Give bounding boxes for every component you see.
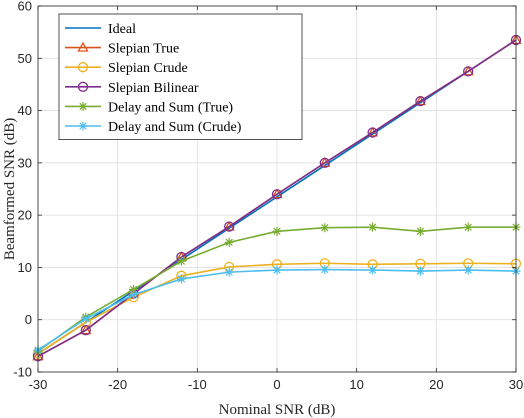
x-tick-label: 30 (509, 377, 523, 392)
data-point (129, 284, 139, 294)
legend: Ideal Slepian True Slepian Crude Slepian Bi… (58, 13, 303, 140)
data-point (320, 265, 330, 275)
data-point (415, 226, 425, 236)
data-point (80, 324, 92, 335)
data-point (78, 121, 88, 131)
x-tick-label: 0 (273, 377, 280, 392)
legend-box (58, 13, 303, 140)
legend-label: Slepian Bilinear (108, 81, 199, 96)
series-slepian-bilinear (32, 34, 522, 362)
legend-label: Ideal (108, 22, 136, 37)
legend-entry: Slepian True (65, 42, 179, 57)
legend-label: Slepian Crude (108, 61, 188, 76)
data-point (368, 222, 378, 232)
legend-label: Slepian True (108, 42, 179, 57)
data-point (176, 256, 186, 266)
x-axis-label: Nominal SNR (dB) (219, 402, 336, 418)
data-point (319, 157, 330, 169)
series-layer (32, 34, 522, 362)
series-line (37, 39, 517, 355)
y-axis-label: Beamformed SNR (dB) (2, 118, 18, 260)
data-point (415, 266, 425, 276)
y-tick-label: 50 (18, 51, 32, 66)
data-point (129, 290, 139, 300)
data-point (224, 237, 234, 247)
data-point (77, 62, 89, 73)
y-tick-label: 20 (18, 208, 32, 223)
y-tick-label: 30 (18, 155, 32, 170)
y-tick-label: 10 (18, 260, 32, 275)
x-tick-label: -10 (188, 377, 207, 392)
legend-label: Delay and Sum (True) (108, 100, 233, 115)
legend-entry: Slepian Crude (65, 61, 188, 76)
legend-entry: Delay and Sum (Crude) (65, 120, 242, 135)
series-ideal (37, 39, 517, 355)
y-tick-label: 0 (25, 312, 32, 327)
y-tick-label: 40 (18, 103, 32, 118)
data-point (271, 189, 283, 200)
data-point (81, 314, 91, 324)
legend-entry: Ideal (65, 22, 136, 37)
data-point (78, 101, 88, 111)
data-point (320, 223, 330, 233)
data-point (463, 66, 474, 77)
series-line (37, 39, 517, 358)
data-point (367, 127, 378, 138)
legend-entry: Slepian Bilinear (65, 81, 199, 96)
legend-entry: Delay and Sum (True) (65, 100, 233, 115)
data-point (368, 265, 378, 275)
data-point (224, 221, 235, 232)
data-point (224, 267, 234, 277)
data-point (176, 274, 186, 284)
y-tick-label: 60 (18, 0, 32, 14)
data-point (272, 265, 282, 275)
x-tick-label: -30 (29, 377, 48, 392)
legend-label: Delay and Sum (Crude) (108, 120, 242, 135)
data-point (272, 226, 282, 236)
data-point (80, 325, 91, 336)
y-tick-label: -10 (13, 365, 32, 380)
data-point (463, 222, 473, 232)
data-point (77, 81, 89, 92)
axis-ticks: -30 -20 -10 0 10 20 30 -10 0 10 20 30 40 50 60 (13, 0, 523, 392)
data-point (77, 41, 89, 52)
x-tick-label: 20 (429, 377, 443, 392)
x-tick-label: 10 (349, 377, 363, 392)
data-point (415, 96, 426, 107)
data-point (463, 265, 473, 275)
x-tick-label: -20 (108, 377, 127, 392)
